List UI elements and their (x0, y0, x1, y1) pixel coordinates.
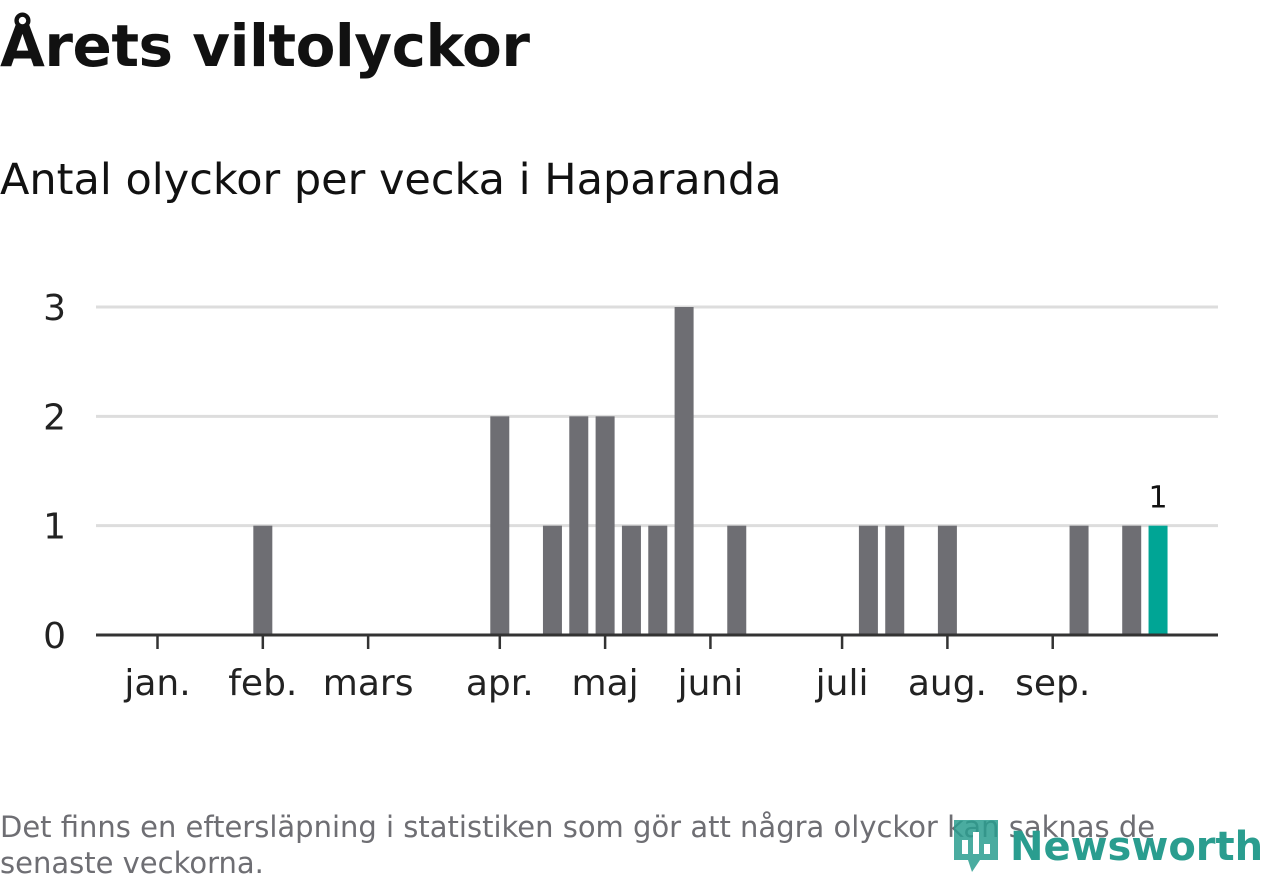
x-tick-label: mars (323, 663, 414, 704)
x-tick-label: juni (677, 663, 744, 704)
bar (727, 525, 747, 635)
bar (1069, 525, 1089, 635)
data-label: 1 (1148, 481, 1167, 516)
y-tick-label: 1 (43, 507, 66, 548)
logo-text: Newsworthy (1010, 824, 1262, 870)
bar (490, 416, 510, 635)
bar-highlight (1148, 525, 1168, 635)
x-tick-label: sep. (1015, 663, 1090, 704)
x-tick-label: juli (815, 663, 869, 704)
chart-title: Årets viltolyckor (0, 12, 530, 80)
bar (569, 416, 589, 635)
bar (621, 525, 641, 635)
x-tick-label: feb. (228, 663, 297, 704)
y-tick-label: 2 (43, 397, 66, 438)
bar (595, 416, 615, 635)
newsworthy-logo: Newsworthy (950, 815, 1262, 879)
chart-subtitle: Antal olyckor per vecka i Haparanda (0, 155, 782, 205)
bar (674, 307, 694, 635)
bar (1122, 525, 1142, 635)
x-tick-label: apr. (466, 663, 534, 704)
newsworthy-logo-icon (954, 820, 998, 872)
bar (542, 525, 562, 635)
bar (937, 525, 957, 635)
bar (253, 525, 273, 635)
y-tick-label: 0 (43, 616, 66, 657)
x-tick-label: jan. (123, 663, 190, 704)
bar (885, 525, 905, 635)
x-tick-label: maj (572, 663, 639, 704)
bar (648, 525, 668, 635)
y-tick-label: 3 (43, 288, 66, 329)
bar (858, 525, 878, 635)
x-tick-label: aug. (908, 663, 987, 704)
